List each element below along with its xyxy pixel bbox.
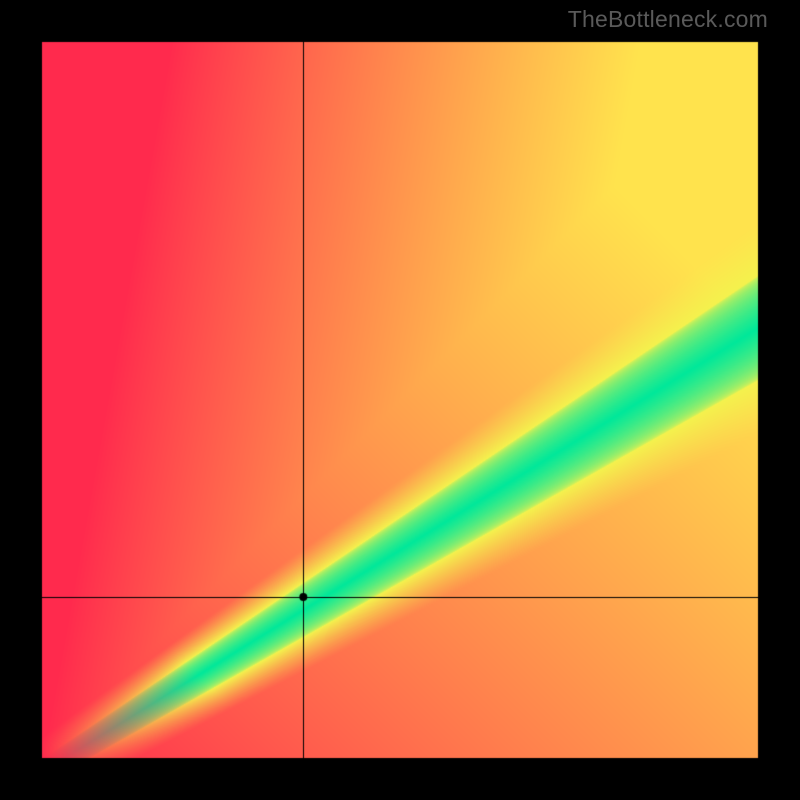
watermark-label: TheBottleneck.com bbox=[568, 6, 768, 33]
chart-container: TheBottleneck.com bbox=[0, 0, 800, 800]
bottleneck-heatmap-canvas bbox=[0, 0, 800, 800]
